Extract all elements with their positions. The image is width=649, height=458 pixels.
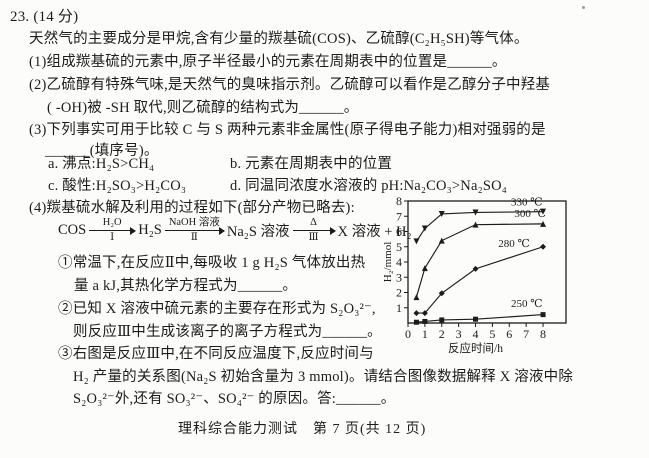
svg-text:3: 3	[456, 327, 462, 341]
option-a: a. 沸点:H₂S>CH₄	[48, 156, 155, 172]
scheme-reactant-cos: COS	[58, 222, 87, 239]
svg-text:300 ℃: 300 ℃	[514, 208, 546, 220]
arrow-3-condition: Δ	[310, 217, 317, 228]
arrow-1-line	[89, 226, 137, 235]
arrow-2-line	[164, 226, 225, 235]
svg-text:7: 7	[396, 209, 402, 223]
sub-question-3-line2: ______(填序号)。	[45, 143, 159, 159]
sub-question-3-line1: (3)下列事实可用于比较 C 与 S 两种元素非金属性(原子得电子能力)相对强弱…	[29, 122, 546, 138]
sub-question-4-intro: (4)羰基硫水解及利用的过程如下(部分产物已略去):	[29, 200, 355, 216]
sub4-item3-line1: ③右图是反应Ⅲ中,在不同反应温度下,反应时间与	[58, 346, 374, 362]
scan-artifact	[582, 6, 585, 9]
arrow-2-step-label: Ⅱ	[190, 232, 198, 244]
page-footer: 理科综合能力测试 第 7 页(共 12 页)	[178, 422, 427, 437]
svg-text:1: 1	[396, 301, 402, 315]
option-b: b. 元素在周期表中的位置	[230, 156, 393, 172]
svg-text:2: 2	[439, 327, 445, 341]
question-header: 23. (14 分)	[10, 8, 78, 27]
svg-text:330 ℃: 330 ℃	[511, 197, 543, 209]
arrow-1-condition: H₂O	[102, 217, 122, 228]
sub-question-1: (1)组成羰基硫的元素中,原子半径最小的元素在周期表中的位置是______。	[29, 54, 507, 70]
question-intro: 天然气的主要成分是甲烷,含有少量的羰基硫(COS)、乙硫醇(C₂H₅SH)等气体…	[29, 31, 529, 47]
svg-text:5: 5	[489, 327, 495, 341]
svg-text:8: 8	[540, 327, 546, 341]
arrow-2-condition: NaOH 溶液	[168, 217, 220, 228]
svg-text:0: 0	[405, 327, 411, 341]
sub4-item2-line1: ②已知 X 溶液中硫元素的主要存在形式为 S₂O₃²⁻,	[58, 301, 376, 317]
sub-question-2-line2: ( -OH)被 -SH 取代,则乙硫醇的结构式为______。	[47, 100, 359, 116]
svg-text:4: 4	[396, 255, 402, 269]
question-points: (14 分)	[33, 9, 79, 25]
sub4-item3-line2: H₂ 产量的关系图(Na₂S 初始含量为 3 mmol)。请结合图像数据解释 X…	[73, 369, 574, 385]
svg-text:反应时间/h: 反应时间/h	[448, 341, 503, 355]
arrow-3-line	[292, 226, 336, 235]
sub4-item3-line3: S₂O₃²⁻外,还有 SO₃²⁻、SO₄²⁻ 的原因。答:______。	[73, 391, 396, 407]
svg-text:4: 4	[473, 327, 479, 341]
reaction-scheme: COS H₂O Ⅰ H₂S NaOH 溶液 Ⅱ Na₂S 溶液 Δ Ⅲ X 溶液…	[57, 217, 413, 244]
scheme-arrow-3: Δ Ⅲ	[292, 217, 336, 244]
svg-text:8: 8	[396, 194, 402, 208]
scheme-product-na2s: Na₂S 溶液	[226, 224, 290, 241]
scheme-product-x: X 溶液 + H₂	[337, 224, 412, 241]
option-c: c. 酸性:H₂SO₃>H₂CO₃	[48, 178, 187, 194]
svg-text:H₂/mmol: H₂/mmol	[383, 242, 394, 283]
sub4-item1-line2: 量 a kJ,其热化学方程式为______。	[74, 278, 298, 294]
sub-question-2-line1: (2)乙硫醇有特殊气味,是天然气的臭味指示剂。乙硫醇可以看作是乙醇分子中羟基	[29, 77, 551, 93]
scheme-product-h2s: H₂S	[138, 222, 162, 239]
svg-text:1: 1	[422, 327, 428, 341]
svg-text:280 ℃: 280 ℃	[498, 238, 530, 250]
svg-text:6: 6	[506, 327, 512, 341]
svg-text:3: 3	[396, 270, 402, 284]
arrow-3-step-label: Ⅲ	[308, 232, 319, 244]
scheme-arrow-1: H₂O Ⅰ	[89, 217, 137, 244]
question-number: 23.	[10, 9, 30, 25]
arrow-1-step-label: Ⅰ	[110, 232, 115, 244]
svg-text:5: 5	[396, 240, 402, 254]
svg-text:2: 2	[396, 286, 402, 300]
svg-text:7: 7	[523, 327, 529, 341]
scheme-arrow-2: NaOH 溶液 Ⅱ	[164, 217, 225, 244]
sub4-item1-line1: ①常温下,在反应Ⅱ中,每吸收 1 g H₂S 气体放出热	[58, 255, 366, 271]
svg-text:6: 6	[396, 225, 402, 239]
option-d: d. 同温同浓度水溶液的 pH:Na₂CO₃>Na₂SO₄	[230, 178, 508, 194]
sub4-item2-line2: 则反应Ⅲ中生成该离子的离子方程式为______。	[73, 324, 382, 340]
svg-text:250 ℃: 250 ℃	[511, 298, 543, 310]
